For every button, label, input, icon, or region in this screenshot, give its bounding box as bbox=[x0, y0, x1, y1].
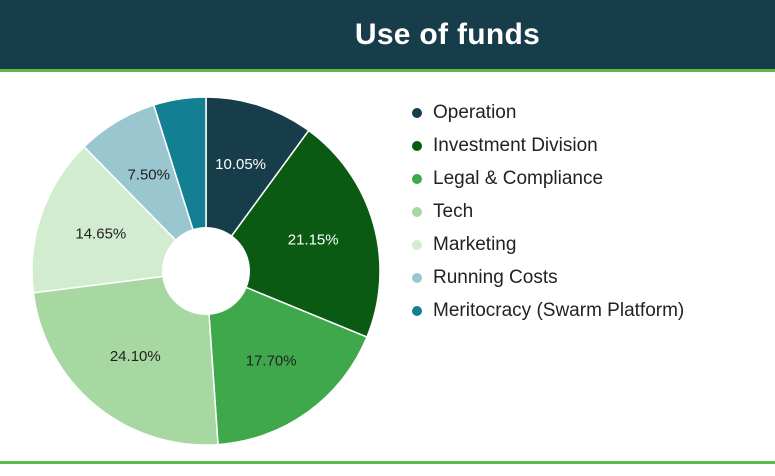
slice-value-label: 21.15% bbox=[288, 232, 339, 249]
donut-chart: 10.05% 21.15% 17.70% 24.10% 14.65% 7.50% bbox=[31, 96, 381, 446]
donut-hole bbox=[162, 227, 250, 315]
legend-label: Tech bbox=[433, 200, 474, 222]
legend-item: Running Costs bbox=[412, 261, 684, 294]
legend-label: Investment Division bbox=[433, 134, 598, 156]
slice-value-label: 17.70% bbox=[246, 352, 297, 369]
bottom-divider bbox=[0, 461, 775, 464]
legend-swatch bbox=[412, 272, 422, 283]
legend-label: Running Costs bbox=[433, 266, 558, 288]
legend-label: Legal & Compliance bbox=[433, 167, 604, 189]
legend-swatch bbox=[412, 305, 422, 316]
pie-slice-tech bbox=[32, 270, 219, 446]
legend-label: Operation bbox=[433, 101, 517, 123]
pie-slice-meritocracy-swarm-platform bbox=[152, 96, 207, 272]
legend-swatch bbox=[412, 173, 422, 184]
pie-slice-marketing bbox=[31, 145, 208, 294]
legend-swatch bbox=[412, 206, 422, 217]
slice-value-label: 24.10% bbox=[110, 348, 161, 365]
legend-item: Marketing bbox=[412, 228, 684, 261]
legend-item: Tech bbox=[412, 195, 684, 228]
pie-slice-legal-compliance bbox=[205, 269, 368, 446]
legend-item: Legal & Compliance bbox=[412, 162, 684, 195]
legend-label: Meritocracy (Swarm Platform) bbox=[433, 299, 685, 321]
chart-title: Use of funds bbox=[354, 18, 541, 51]
pie-slice-investment-division bbox=[204, 129, 381, 339]
legend-label: Marketing bbox=[433, 233, 517, 255]
pie-slice-operation bbox=[205, 96, 310, 274]
legend-swatch bbox=[412, 107, 422, 118]
slice-value-label: 7.50% bbox=[127, 166, 170, 183]
legend-item: Operation bbox=[412, 96, 684, 129]
slice-value-label: 10.05% bbox=[215, 156, 266, 173]
legend-swatch bbox=[412, 239, 422, 250]
legend-item: Investment Division bbox=[412, 129, 684, 162]
legend-swatch bbox=[412, 140, 422, 151]
title-banner: Use of funds bbox=[0, 0, 775, 72]
slice-value-label: 14.65% bbox=[75, 225, 126, 242]
chart-legend: Operation Investment Division Legal & Comp… bbox=[412, 96, 684, 327]
legend-item: Meritocracy (Swarm Platform) bbox=[412, 294, 684, 327]
